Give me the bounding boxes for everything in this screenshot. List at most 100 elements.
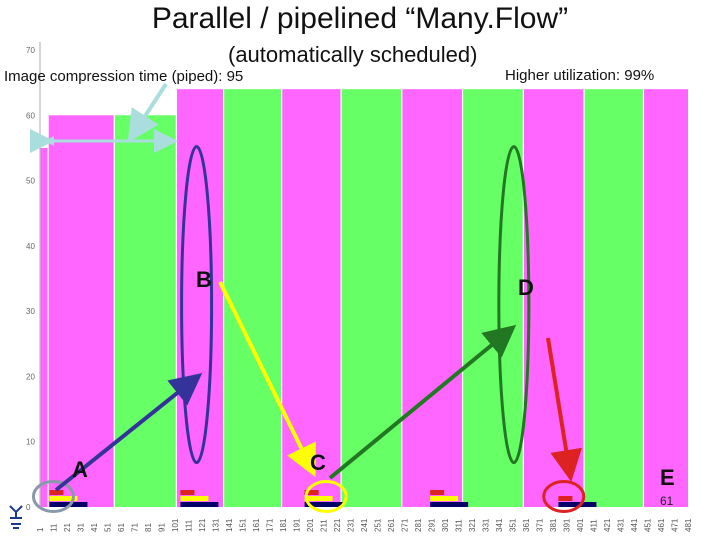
x-tick-label: 261 [387,518,396,532]
x-tick-label: 181 [279,518,288,532]
x-tick-label: 11 [50,523,59,532]
x-tick-label: 71 [131,523,140,532]
utilization-band [643,89,688,508]
marker-d-ellipse [497,145,531,465]
x-tick-label: 351 [509,518,518,532]
x-tick-label: 31 [77,523,86,532]
logo-icon [9,505,23,529]
utilization-band [523,89,585,508]
x-tick-label: 131 [212,518,221,532]
y-tick-label: 0 [26,503,31,512]
x-tick-label: 141 [225,518,234,532]
stack-red [430,490,445,495]
arrow-span-left-head [44,136,54,146]
x-tick-label: 111 [185,519,194,532]
marker-label-e: E [660,465,675,490]
x-tick-label: 361 [522,518,531,532]
compression-time-annotation: Image compression time (piped): 95 [4,68,244,85]
y-tick-label: 40 [26,242,35,251]
stack-red [304,490,319,495]
arrow-a-to-b [54,373,203,492]
x-tick-label: 211 [320,519,329,532]
x-tick-label: 421 [603,518,612,532]
slide-title: Parallel / pipelined “Many.Flow” [151,2,569,35]
x-tick-label: 281 [414,518,423,532]
y-tick-label: 60 [26,111,35,120]
utilization-band [176,89,224,508]
arrow-c-to-d [328,324,517,480]
arrow-b-to-c [218,281,316,478]
arrow-d-to-e [546,337,582,482]
x-tick-label: 451 [644,518,653,532]
x-tick-label: 171 [266,518,275,532]
slide-subtitle: (automatically scheduled) [228,42,478,67]
utilization-band [401,89,463,508]
x-tick-label: 401 [576,518,585,532]
y-tick-label: 50 [26,177,35,186]
utilization-band [281,89,342,508]
x-tick-label: 61 [117,523,126,532]
marker-label-d: D [518,275,534,300]
x-tick-label: 231 [347,518,356,532]
x-tick-label: 21 [63,523,72,532]
utilization-band [40,147,49,507]
x-tick-label: 321 [468,518,477,532]
marker-a-circle [31,479,75,513]
slide-number: 61 [660,494,674,508]
marker-b-ellipse [180,145,214,465]
stack-navy [304,502,343,507]
x-tick-label: 121 [198,518,207,532]
stack-navy [430,502,469,507]
x-tick-label: 271 [401,518,410,532]
utilization-band [341,89,402,508]
x-tick-label: 391 [563,518,572,532]
x-tick-label: 461 [657,518,666,532]
marker-label-b: B [196,267,212,292]
x-tick-label: 151 [239,518,248,532]
arrow-annotation-pointer [127,82,168,143]
stack-red [558,496,573,501]
x-tick-label: 81 [144,523,153,532]
x-tick-label: 291 [428,518,437,532]
y-tick-label: 30 [26,307,35,316]
x-tick-label: 381 [549,518,558,532]
chart-bands [39,89,688,508]
x-tick-label: 221 [333,518,342,532]
marker-label-c: C [310,450,326,475]
x-tick-label: 1 [36,527,45,532]
x-tick-label: 241 [360,518,369,532]
x-tick-label: 411 [590,519,599,532]
chart-overlay: A B C D E [30,82,675,513]
stack-yellow [180,496,209,501]
stack-yellow [49,496,78,501]
utilization-annotation: Higher utilization: 99% [505,67,655,84]
x-tick-label: 481 [684,518,693,532]
y-tick-label: 70 [26,46,35,55]
x-tick-label: 341 [495,518,504,532]
stack-red [180,490,195,495]
x-tick-label: 51 [104,523,113,532]
stack-red [49,490,64,495]
stack-navy [180,502,219,507]
x-tick-label: 311 [455,519,464,532]
x-tick-label: 251 [374,518,383,532]
x-tick-label: 301 [441,518,450,532]
x-tick-label: 441 [630,518,639,532]
x-tick-label: 201 [306,518,315,532]
stack-navy [558,502,597,507]
x-tick-label: 191 [293,518,302,532]
x-tick-label: 101 [171,518,180,532]
y-tick-label: 20 [26,372,35,381]
utilization-band [584,89,644,508]
x-tick-label: 41 [90,523,99,532]
marker-label-a: A [72,457,88,482]
x-tick-label: 331 [482,518,491,532]
x-tick-label: 91 [158,523,167,532]
stack-yellow [304,496,333,501]
utilization-band [48,115,115,508]
stack-yellow [430,496,459,501]
x-tick-label: 371 [536,518,545,532]
marker-c-circle [304,479,348,513]
